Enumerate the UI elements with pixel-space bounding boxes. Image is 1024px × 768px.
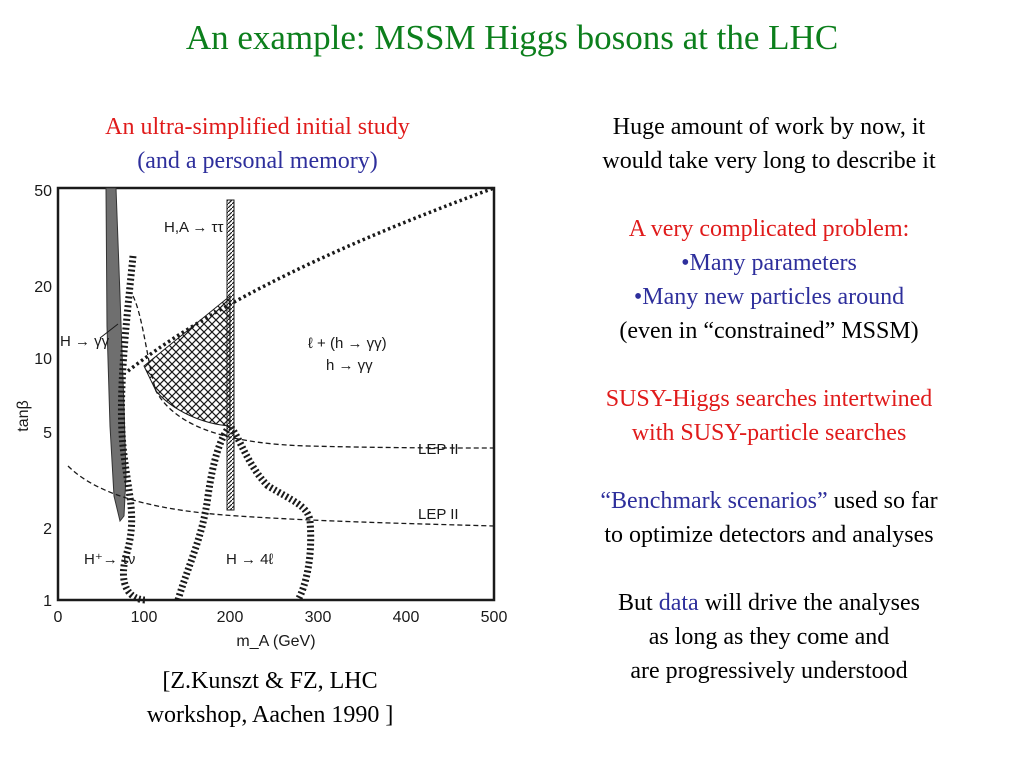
y-tick-1: 1 xyxy=(43,593,52,610)
h-gammagamma-region xyxy=(105,187,127,523)
x-tick-100: 100 xyxy=(131,609,158,626)
p5-line1: But data will drive the analyses xyxy=(528,586,1010,620)
h-tau-nu-band xyxy=(117,255,147,604)
y-tick-20: 20 xyxy=(34,279,52,296)
p2-bullet1: •Many parameters xyxy=(681,250,857,276)
figure-caption: [Z.Kunszt & FZ, LHC workshop, Aachen 199… xyxy=(60,664,480,732)
p4-quote: “Benchmark scenarios” xyxy=(600,488,828,514)
p5-but: But xyxy=(618,590,659,616)
label-h-a-tautau: H,A → ττ xyxy=(164,219,223,236)
caption-line2: workshop, Aachen 1990 ] xyxy=(146,702,394,728)
p1-line1: Huge amount of work by now, it xyxy=(612,114,926,140)
y-tick-50: 50 xyxy=(34,183,52,200)
p4-line2: to optimize detectors and analyses xyxy=(604,522,934,548)
x-tick-0: 0 xyxy=(54,609,63,626)
label-h-4l: H → 4ℓ xyxy=(226,551,274,568)
x-tick-500: 500 xyxy=(481,609,508,626)
h-4l-band xyxy=(174,420,315,602)
p5-line2: as long as they come and xyxy=(648,624,890,650)
p4-rest: used so far xyxy=(827,488,938,514)
y-tick-2: 2 xyxy=(43,521,52,538)
vertical-hatched-strip xyxy=(226,199,235,511)
x-tick-300: 300 xyxy=(305,609,332,626)
y-tick-5: 5 xyxy=(43,425,52,442)
left-heading-line1: An ultra-simplified initial study xyxy=(105,114,410,140)
label-lep2-lower: LEP II xyxy=(418,506,459,523)
plot-frame xyxy=(56,186,496,602)
h-tautau-hatched-region xyxy=(143,294,231,427)
label-lep2-upper: LEP II xyxy=(418,441,459,458)
p2-line4: (even in “constrained” MSSM) xyxy=(619,318,919,344)
left-heading: An ultra-simplified initial study (and a… xyxy=(30,110,485,178)
right-text-column: Huge amount of work by now, it would tak… xyxy=(528,110,1010,688)
p4-line1: “Benchmark scenarios” used so far xyxy=(528,484,1010,518)
h-gammagamma-pointer xyxy=(99,323,119,339)
mssm-exclusion-plot: 0 100 200 300 400 500 m_A (GeV) 1 2 5 10… xyxy=(15,183,508,650)
label-l-h-gammagamma: ℓ + (h → γγ) xyxy=(308,335,387,352)
caption-line1: [Z.Kunszt & FZ, LHC xyxy=(162,668,378,694)
p2-bullet2: •Many new particles around xyxy=(633,284,905,310)
p5-rest: will drive the analyses xyxy=(698,590,920,616)
x-tick-400: 400 xyxy=(393,609,420,626)
p5-data: data xyxy=(658,590,699,616)
y-axis: 1 2 5 10 20 50 tanβ xyxy=(15,183,52,610)
label-h-gammagamma-2: h → γγ xyxy=(326,357,373,374)
p5-line3: are progressively understood xyxy=(630,658,908,684)
lep2-lower-curve xyxy=(67,465,495,527)
p2-line1: A very complicated problem: xyxy=(628,216,910,242)
left-dashed-curve xyxy=(132,295,495,449)
left-heading-line2: (and a personal memory) xyxy=(137,148,378,174)
p1-line2: would take very long to describe it xyxy=(602,148,936,174)
y-axis-label: tanβ xyxy=(15,400,32,431)
label-h-tau-nu: H⁺→ τν xyxy=(84,551,135,568)
x-tick-200: 200 xyxy=(217,609,244,626)
p3-line1: SUSY-Higgs searches intertwined xyxy=(605,386,933,412)
p3-line2: with SUSY-particle searches xyxy=(631,420,907,446)
x-axis-label: m_A (GeV) xyxy=(236,633,315,650)
label-h-gammagamma: H → γγ xyxy=(60,333,110,350)
slide-title: An example: MSSM Higgs bosons at the LHC xyxy=(185,18,839,57)
y-tick-10: 10 xyxy=(34,351,52,368)
x-axis: 0 100 200 300 400 500 m_A (GeV) xyxy=(54,609,508,650)
